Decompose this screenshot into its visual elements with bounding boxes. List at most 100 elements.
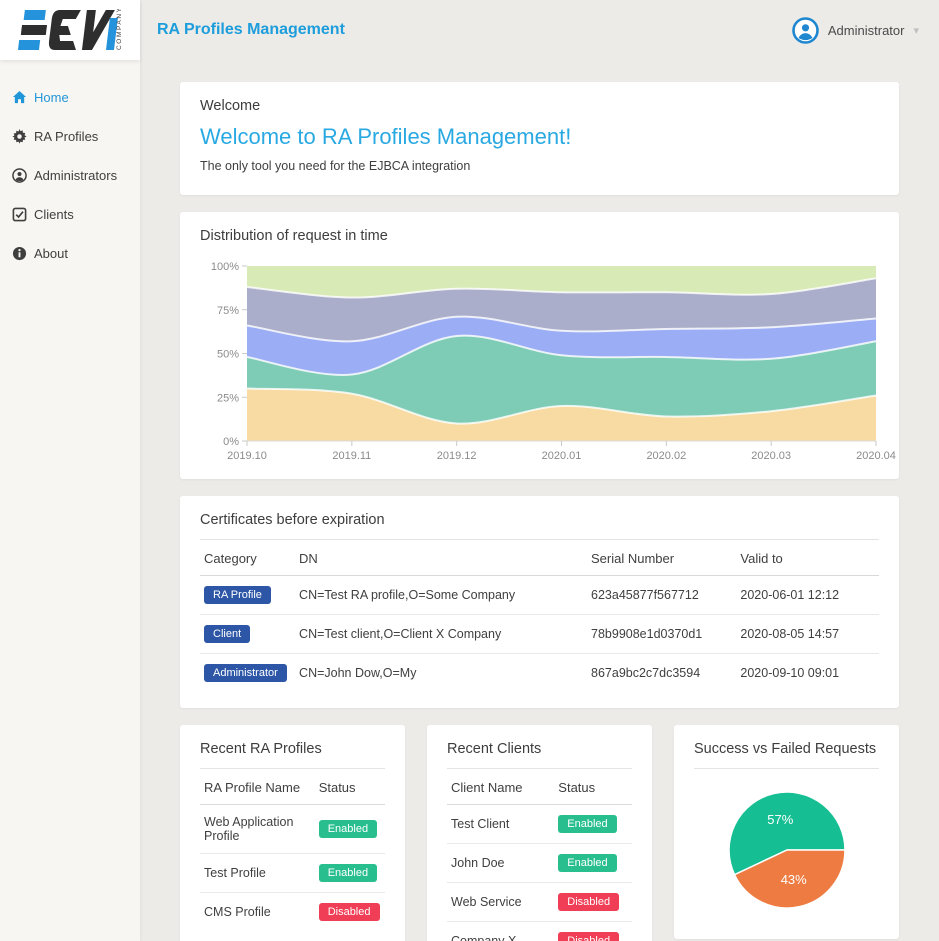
status-badge: Administrator bbox=[204, 664, 287, 682]
chevron-down-icon: ▾ bbox=[913, 24, 919, 37]
table-row: Administrator CN=John Dow,O=My 867a9bc2c7d… bbox=[200, 653, 879, 692]
3key-logo-icon: COMPANY bbox=[17, 9, 123, 50]
status-badge: Disabled bbox=[558, 893, 620, 911]
svg-text:75%: 75% bbox=[217, 305, 239, 317]
info-circle-icon bbox=[12, 246, 27, 261]
card-title: Recent RA Profiles bbox=[200, 741, 385, 769]
table-cell: John Doe bbox=[447, 843, 555, 883]
table-cell: Enabled bbox=[314, 853, 385, 893]
table-cell: Web Application Profile bbox=[204, 815, 294, 843]
table-cell: 2020-09-10 09:01 bbox=[736, 653, 879, 692]
table-cell: Administrator bbox=[200, 653, 296, 692]
bottom-row: Recent RA Profiles RA Profile Name Status… bbox=[180, 725, 899, 941]
svg-text:25%: 25% bbox=[217, 392, 239, 404]
column-header: Status bbox=[314, 769, 385, 805]
sidebar-item-ra-profiles[interactable]: RA Profiles bbox=[12, 117, 140, 156]
sidebar-item-label: Clients bbox=[34, 207, 74, 222]
company-logo[interactable]: COMPANY bbox=[0, 0, 140, 60]
sidebar-item-about[interactable]: About bbox=[12, 234, 140, 273]
table-cell: Disabled bbox=[314, 892, 385, 931]
cog-icon bbox=[12, 129, 27, 144]
table-cell: CN=Test RA profile,O=Some Company bbox=[299, 588, 516, 602]
user-menu[interactable]: Administrator ▾ bbox=[792, 16, 919, 44]
table-cell: Client bbox=[200, 614, 296, 654]
table-cell: Enabled bbox=[315, 805, 385, 854]
table-cell: 78b9908e1d0370d1 bbox=[587, 614, 737, 654]
column-header: RA Profile Name bbox=[200, 769, 315, 805]
welcome-card: Welcome Welcome to RA Profiles Managemen… bbox=[180, 82, 899, 195]
logo-company-label: COMPANY bbox=[116, 9, 123, 50]
table-row: Test Client Enabled bbox=[447, 805, 632, 844]
sidebar: COMPANY Home RA Profiles Administrato bbox=[0, 0, 140, 941]
home-icon bbox=[12, 90, 27, 105]
status-badge: Disabled bbox=[318, 903, 380, 921]
card-title: Distribution of request in time bbox=[200, 228, 388, 244]
table-row: Web Application Profile Enabled bbox=[200, 805, 385, 854]
pie-slice-label: 57% bbox=[767, 812, 793, 827]
column-header: Client Name bbox=[447, 769, 555, 805]
card-title: Success vs Failed Requests bbox=[694, 741, 879, 769]
sidebar-item-administrators[interactable]: Administrators bbox=[12, 156, 140, 195]
svg-text:2020.03: 2020.03 bbox=[751, 450, 791, 462]
table-cell: Enabled bbox=[554, 805, 632, 844]
dashboard-content: Welcome Welcome to RA Profiles Managemen… bbox=[140, 60, 939, 941]
pie-chart: 57% 43% bbox=[727, 791, 846, 909]
table-cell: CN=John Dow,O=My bbox=[295, 653, 588, 692]
recent-clients-table: Client Name Status Test Client Enabled John … bbox=[447, 769, 632, 941]
pie-slice-label: 43% bbox=[780, 872, 806, 887]
welcome-heading: Welcome to RA Profiles Management! bbox=[200, 124, 572, 149]
column-header: Valid to bbox=[736, 540, 879, 576]
sidebar-nav: Home RA Profiles Administrators Clients bbox=[0, 60, 140, 273]
table-cell: Web Service bbox=[447, 882, 555, 922]
card-title: Welcome bbox=[200, 98, 261, 114]
area-chart: 0% 25% 50% 75% 100% 2019.10 2019.11 2019.12 2020… bbox=[211, 261, 896, 462]
status-badge: Enabled bbox=[558, 854, 617, 872]
recent-ra-profiles-table: RA Profile Name Status Web Application Pro… bbox=[200, 769, 385, 931]
svg-text:0%: 0% bbox=[223, 436, 239, 448]
status-badge: Client bbox=[204, 625, 251, 643]
svg-text:50%: 50% bbox=[217, 349, 239, 361]
status-badge: RA Profile bbox=[204, 586, 271, 604]
status-badge: Enabled bbox=[318, 864, 378, 882]
table-cell: 867a9bc2c7dc3594 bbox=[587, 653, 737, 692]
status-badge: Enabled bbox=[318, 820, 378, 838]
check-square-icon bbox=[12, 207, 27, 222]
table-row: CMS Profile Disabled bbox=[200, 892, 385, 931]
table-row: RA Profile CN=Test RA profile,O=Some Comp… bbox=[200, 576, 879, 615]
column-header: DN bbox=[295, 540, 588, 576]
table-cell: 2020-08-05 14:57 bbox=[736, 614, 879, 654]
main-area: RA Profiles Management Administrator ▾ W… bbox=[140, 0, 939, 941]
table-row: Client CN=Test client,O=Client X Company 7… bbox=[200, 614, 879, 654]
status-badge: Enabled bbox=[558, 815, 617, 833]
certificates-card: Certificates before expiration Category D… bbox=[180, 496, 899, 708]
table-cell: Enabled bbox=[554, 843, 632, 883]
avatar-icon bbox=[792, 16, 819, 44]
sidebar-item-label: RA Profiles bbox=[34, 129, 99, 144]
table-row: Company X Disabled bbox=[447, 921, 632, 941]
user-name: Administrator bbox=[827, 22, 905, 38]
table-cell: Company X bbox=[447, 921, 555, 941]
column-header: Status bbox=[554, 769, 632, 805]
sidebar-item-clients[interactable]: Clients bbox=[12, 195, 140, 234]
table-cell: Disabled bbox=[554, 921, 632, 941]
column-header: Serial Number bbox=[587, 540, 737, 576]
pie-slice bbox=[733, 849, 846, 909]
table-row: Test Profile Enabled bbox=[200, 853, 385, 893]
svg-text:100%: 100% bbox=[211, 261, 239, 273]
table-cell: Test Profile bbox=[200, 853, 315, 893]
svg-text:2019.10: 2019.10 bbox=[227, 450, 267, 462]
svg-text:2020.02: 2020.02 bbox=[646, 450, 686, 462]
table-cell: 2020-06-01 12:12 bbox=[740, 588, 840, 602]
sidebar-item-label: About bbox=[34, 246, 68, 261]
recent-ra-profiles-card: Recent RA Profiles RA Profile Name Status… bbox=[180, 725, 405, 941]
table-cell: 623a45877f567712 bbox=[591, 588, 699, 602]
sidebar-item-home[interactable]: Home bbox=[12, 78, 140, 117]
top-header: RA Profiles Management Administrator ▾ bbox=[140, 0, 939, 60]
sidebar-item-label: Home bbox=[34, 90, 69, 105]
column-header: Category bbox=[200, 540, 296, 576]
table-cell: CN=Test client,O=Client X Company bbox=[295, 614, 588, 654]
welcome-subtitle: The only tool you need for the EJBCA int… bbox=[200, 159, 471, 173]
svg-text:2019.12: 2019.12 bbox=[437, 450, 477, 462]
user-circle-icon bbox=[12, 168, 27, 183]
